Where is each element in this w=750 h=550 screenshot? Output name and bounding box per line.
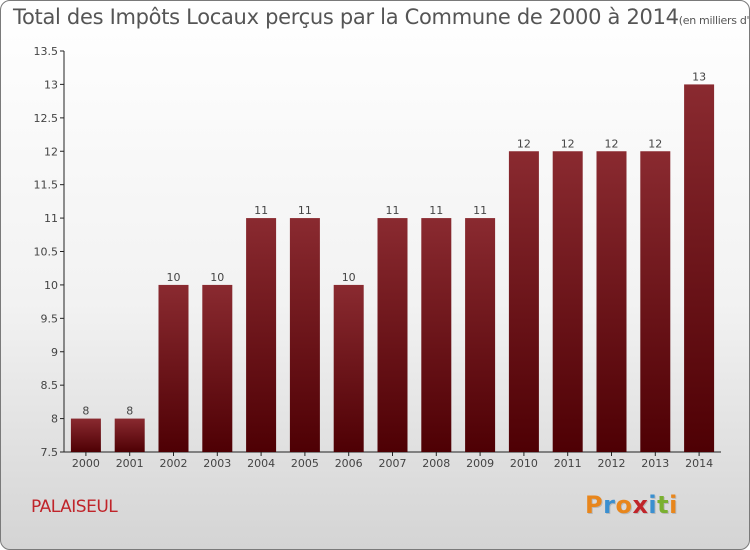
bar-value-label: 10 — [342, 271, 356, 284]
y-tick-label: 13.5 — [34, 45, 59, 58]
bar — [333, 284, 364, 452]
commune-name: PALAISEUL — [31, 497, 118, 517]
bar-value-label: 10 — [210, 271, 224, 284]
x-tick-label: 2014 — [685, 457, 713, 470]
x-tick-label: 2002 — [160, 457, 188, 470]
bar-value-label: 11 — [473, 204, 487, 217]
x-tick-label: 2006 — [335, 457, 363, 470]
bar — [289, 218, 320, 452]
x-tick-label: 2009 — [466, 457, 494, 470]
x-tick-label: 2001 — [116, 457, 144, 470]
x-tick-label: 2008 — [422, 457, 450, 470]
logo-letter: t — [657, 491, 670, 519]
bar-value-label: 13 — [692, 70, 706, 83]
bar — [421, 218, 452, 452]
x-tick-label: 2004 — [247, 457, 275, 470]
y-tick-label: 12.5 — [34, 112, 59, 125]
y-tick-label: 7.5 — [41, 446, 59, 459]
x-tick-label: 2003 — [203, 457, 231, 470]
logo-letter: i — [669, 491, 678, 519]
bar — [377, 218, 408, 452]
x-tick-label: 2011 — [554, 457, 582, 470]
x-tick-label: 2012 — [598, 457, 626, 470]
bar-value-label: 8 — [126, 405, 133, 418]
bar — [596, 151, 627, 452]
bar-value-label: 11 — [386, 204, 400, 217]
x-tick-label: 2005 — [291, 457, 319, 470]
logo-letter: P — [585, 491, 604, 519]
logo-letter: o — [615, 491, 633, 519]
x-tick-label: 2007 — [379, 457, 407, 470]
chart-title: Total des Impôts Locaux perçus par la Co… — [13, 5, 750, 29]
bar-value-label: 11 — [429, 204, 443, 217]
bar — [70, 418, 101, 452]
x-tick-label: 2013 — [641, 457, 669, 470]
bar-value-label: 12 — [517, 137, 531, 150]
chart-unit: (en milliers d'€) — [678, 14, 750, 27]
chart-title-text: Total des Impôts Locaux perçus par la Co… — [13, 5, 679, 29]
bar — [202, 284, 233, 452]
y-tick-label: 8.5 — [41, 379, 59, 392]
bar — [640, 151, 671, 452]
bar — [114, 418, 145, 452]
bar-value-label: 12 — [648, 137, 662, 150]
logo-letter: i — [648, 491, 658, 519]
bar-value-label: 8 — [82, 405, 89, 418]
y-tick-label: 11.5 — [34, 179, 59, 192]
bar-value-label: 10 — [167, 271, 181, 284]
proxiti-logo: Proxiti — [585, 491, 678, 519]
y-tick-label: 8 — [51, 413, 58, 426]
logo-letter: x — [632, 491, 649, 519]
logo-letter: r — [603, 491, 616, 519]
y-tick-label: 10.5 — [34, 246, 59, 259]
bar — [246, 218, 277, 452]
bar-value-label: 12 — [605, 137, 619, 150]
y-tick-label: 12 — [44, 145, 58, 158]
bar — [684, 84, 715, 453]
bar — [158, 284, 189, 452]
bar — [552, 151, 583, 452]
y-tick-label: 11 — [44, 212, 58, 225]
bar — [508, 151, 539, 452]
y-tick-label: 9.5 — [41, 312, 59, 325]
y-tick-label: 9 — [51, 346, 58, 359]
x-tick-label: 2010 — [510, 457, 538, 470]
y-tick-label: 13 — [44, 78, 58, 91]
bar-value-label: 11 — [254, 204, 268, 217]
bar-value-label: 12 — [561, 137, 575, 150]
bar-value-label: 11 — [298, 204, 312, 217]
bar — [465, 218, 496, 452]
y-tick-label: 10 — [44, 279, 58, 292]
x-tick-label: 2000 — [72, 457, 100, 470]
